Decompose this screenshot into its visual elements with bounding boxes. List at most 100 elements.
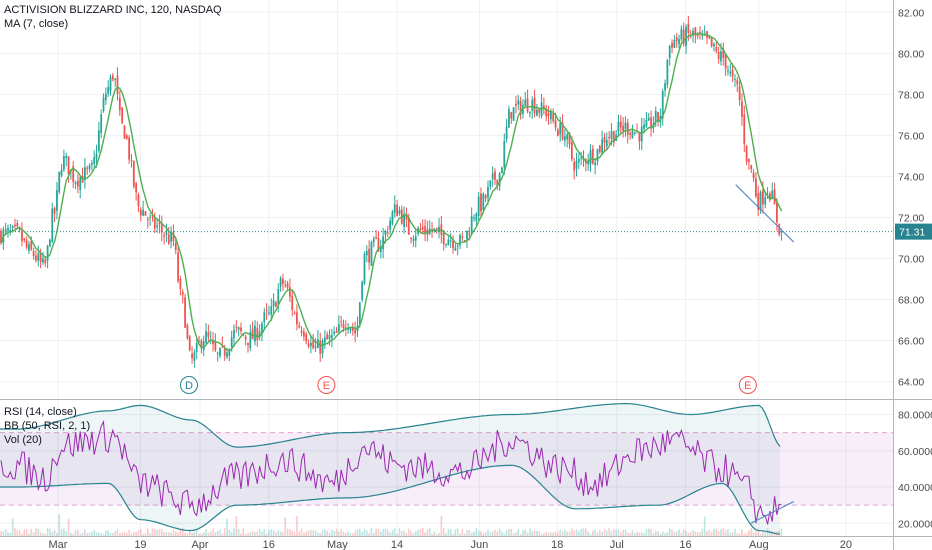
volume-bar [366,530,368,536]
volume-bar [86,533,89,536]
volume-bar [81,532,84,536]
candle-body [114,78,117,80]
volume-bar [384,528,387,536]
volume-bar [449,529,452,536]
volume-bar [606,530,608,536]
volume-bar [487,529,489,536]
volume-bar [156,529,158,536]
candle-body [298,325,301,328]
candle-body [454,247,457,251]
candle-body [256,328,259,340]
candle-body [463,240,466,242]
candle-body [351,327,354,331]
candle-body [42,258,44,263]
last-price-badge [895,223,932,240]
candle-body [200,340,203,349]
candle-body [83,167,86,181]
candle-body [396,204,398,217]
candle-body [384,231,387,235]
volume-bar [564,528,566,536]
candle-body [605,139,608,147]
candle-body [575,161,578,169]
volume-bar [694,531,697,536]
volume-bar [193,531,196,536]
volume-bar [158,529,161,536]
volume-bar [633,532,636,536]
volume-bar [314,530,317,536]
volume-bar [568,531,571,536]
candle-body [156,225,159,227]
volume-bar [88,532,91,536]
candle-body [335,331,338,333]
time-tick-label: May [327,539,348,550]
candle-body [498,173,501,187]
candle-body [727,70,729,72]
volume-bar [37,528,40,536]
candle-body [680,29,683,40]
volume-bar [622,529,624,536]
candle-body [734,78,736,80]
candle-body [633,132,636,134]
volume-bar [119,532,121,536]
chart-legend: ACTIVISION BLIZZARD INC, 120, NASDAQ MA … [4,3,222,31]
candle-body [524,99,527,107]
candle-body [191,353,193,359]
volume-bar [731,532,734,536]
candle-body [174,242,177,251]
candle-body [251,328,254,340]
candle-body [752,172,755,179]
candle-body [23,238,26,241]
candle-body [76,180,79,187]
candle-body [591,148,594,164]
candle-body [121,107,124,124]
candle-body [146,218,149,220]
volume-bar [142,533,144,536]
volume-bar [764,532,767,536]
volume-bar [592,530,594,536]
rsi-legend-label: RSI (14, close) [4,406,77,418]
volume-bar [407,528,410,536]
volume-bar [424,532,426,536]
volume-bar [431,533,433,536]
volume-bar [202,532,205,536]
bb-legend-label: BB (50, RSI, 2, 1) [4,420,91,432]
candle-body [407,218,410,235]
volume-bar [603,529,606,536]
candle-body [254,325,256,342]
candle-body [549,111,552,120]
volume-bar [46,528,49,536]
candle-body [624,122,627,129]
volume-bar [342,531,345,536]
volume-bar [263,529,266,536]
candle-body [130,160,133,162]
volume-bar [368,533,370,536]
candle-body [186,324,189,339]
volume-bar [566,531,568,536]
volume-bar [135,532,137,536]
candle-body [519,101,522,115]
candle-body [235,326,238,328]
candle-body [193,352,196,361]
volume-bar [557,532,559,536]
volume-bar [589,533,592,536]
candle-body [566,133,569,140]
candle-body [151,214,154,217]
volume-bar [657,531,659,536]
price-tick-label: 72.00 [898,212,924,224]
candle-body [46,245,49,261]
candle-body [272,300,275,307]
candle-body [337,324,340,332]
candle-body [282,278,284,284]
candle-body [389,220,392,230]
volume-bar [56,532,58,536]
volume-bar [575,529,578,536]
volume-bar [515,532,517,536]
volume-bar [188,530,191,536]
candle-body [771,190,774,200]
volume-bar [678,529,680,536]
candle-body [102,97,105,112]
candle-body [517,100,520,105]
volume-bar [333,531,335,536]
price-tick-label: 74.00 [898,171,924,183]
